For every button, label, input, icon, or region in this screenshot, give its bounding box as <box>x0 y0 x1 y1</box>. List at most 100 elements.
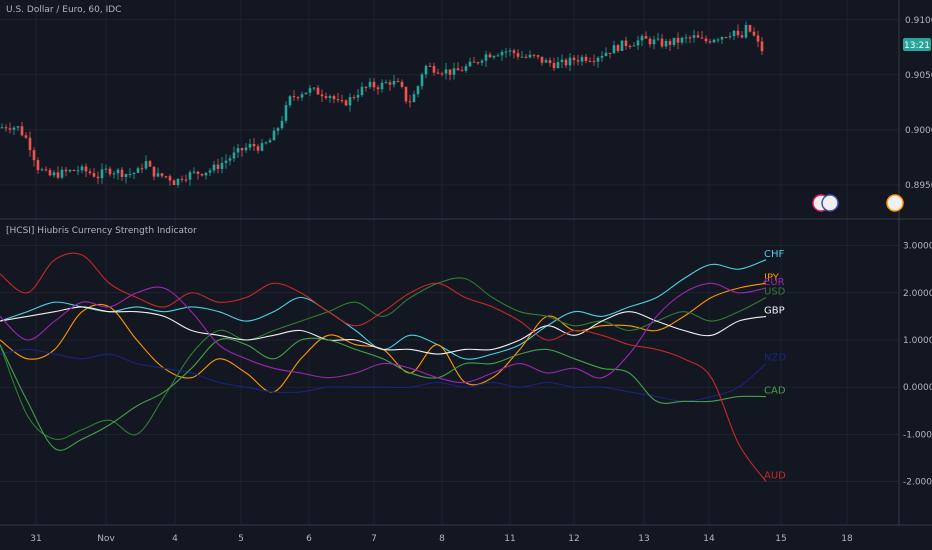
time-tick-label: 5 <box>238 534 244 544</box>
candle-body <box>636 40 640 46</box>
candle-body <box>12 127 16 130</box>
strength-line-nzd <box>0 348 767 402</box>
price-badge-box <box>903 38 931 51</box>
candle-body <box>328 96 332 98</box>
candle-body <box>748 25 752 32</box>
grid-lines <box>0 0 899 525</box>
candle-body <box>500 51 504 56</box>
candle-body <box>740 35 744 38</box>
candle-body <box>44 169 48 171</box>
price-badge: 13:21 <box>903 38 931 51</box>
symbol-title[interactable]: U.S. Dollar / Euro, 60, IDC <box>6 5 122 15</box>
candle-body <box>416 86 420 95</box>
news-icons[interactable] <box>812 194 904 212</box>
time-axis[interactable]: 31 Nov 4 5 6 7 8 11 12 13 14 15 18 <box>30 534 853 544</box>
candle-body <box>280 120 284 129</box>
time-tick-label: 4 <box>172 534 178 544</box>
candle-body <box>744 25 748 38</box>
candle-body <box>424 65 428 75</box>
candle-body <box>72 169 76 171</box>
candle-body <box>696 35 700 38</box>
strength-line-usd <box>0 277 767 441</box>
candle-body <box>480 60 484 63</box>
candle-body <box>680 37 684 43</box>
indicator-title[interactable]: [HCSI] Hiubris Currency Strength Indicat… <box>6 226 197 236</box>
candle-body <box>272 130 276 141</box>
candle-body <box>456 68 460 71</box>
candle-body <box>432 65 436 73</box>
candle-body <box>216 164 220 169</box>
candle-body <box>292 96 296 98</box>
candle-body <box>628 46 632 48</box>
candle-body <box>56 172 60 178</box>
candle-body <box>592 60 596 62</box>
candle-body <box>600 56 604 58</box>
currency-label-cad: CAD <box>764 386 786 397</box>
candle-body <box>724 37 728 39</box>
candle-body <box>736 30 740 36</box>
candle-body <box>20 126 24 136</box>
currency-label-gbp: GBP <box>764 305 785 316</box>
candle-body <box>96 176 100 179</box>
candle-body <box>452 68 456 75</box>
candle-body <box>108 168 112 175</box>
news-flag-icon[interactable] <box>821 194 839 212</box>
candle-body <box>184 179 188 181</box>
candle-body <box>380 82 384 90</box>
candle-body <box>124 174 128 177</box>
candle-body <box>404 86 408 102</box>
candle-body <box>572 57 576 61</box>
candle-body <box>496 55 500 57</box>
candle-body <box>168 176 172 181</box>
candle-body <box>92 173 96 177</box>
candle-body <box>756 35 760 42</box>
time-tick-label: 11 <box>504 534 515 544</box>
candle-body <box>468 61 472 67</box>
candle-body <box>312 87 316 89</box>
candle-body <box>704 38 708 42</box>
candle-body <box>64 169 68 172</box>
candle-body <box>244 147 248 151</box>
indicator-axis[interactable]: 3.0000 2.0000 1.0000 0.0000 -1.0000 -2.0000 <box>903 242 932 488</box>
candle-body <box>136 168 140 173</box>
candle-body <box>560 59 564 63</box>
candle-body <box>160 173 164 177</box>
candle-body <box>512 50 516 54</box>
candle-body <box>200 173 204 176</box>
candle-body <box>436 72 440 74</box>
candle-body <box>116 169 120 174</box>
candle-body <box>348 97 352 106</box>
candle-body <box>576 60 580 62</box>
candle-body <box>120 169 124 177</box>
candle-body <box>700 37 704 39</box>
candle-body <box>492 55 496 58</box>
candle-body <box>528 54 532 58</box>
candle-body <box>580 56 584 62</box>
candle-body <box>540 56 544 63</box>
candle-body <box>172 180 176 186</box>
candle-body <box>152 166 156 177</box>
candle-body <box>260 143 264 151</box>
candle-body <box>508 50 512 52</box>
candle-body <box>428 65 432 67</box>
candle-body <box>320 94 324 97</box>
price-tick-label: 0.8950 <box>905 181 932 191</box>
indicator-tick-label: 3.0000 <box>903 242 932 252</box>
candle-body <box>8 128 12 130</box>
candle-body <box>588 60 592 62</box>
candle-body <box>36 160 40 171</box>
candle-body <box>544 60 548 63</box>
candle-body <box>472 61 476 63</box>
time-tick-label: 8 <box>439 534 445 544</box>
candle-body <box>516 53 520 57</box>
candle-body <box>324 96 328 98</box>
candle-body <box>192 171 196 173</box>
news-flag-icon[interactable] <box>886 194 904 212</box>
candle-body <box>520 56 524 58</box>
candle-body <box>340 100 344 102</box>
candle-body <box>60 169 64 178</box>
